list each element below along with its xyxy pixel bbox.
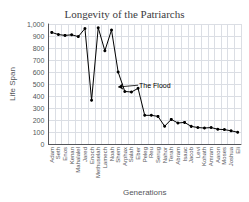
svg-text:Enos: Enos xyxy=(62,147,68,161)
svg-text:100: 100 xyxy=(33,129,45,136)
svg-text:Lamech: Lamech xyxy=(102,147,108,168)
svg-text:Reu: Reu xyxy=(148,147,154,158)
svg-text:300: 300 xyxy=(33,105,45,112)
svg-text:Nahor: Nahor xyxy=(162,147,168,163)
svg-text:Mahalalel: Mahalalel xyxy=(75,147,81,173)
svg-text:200: 200 xyxy=(33,117,45,124)
svg-text:Jared: Jared xyxy=(82,147,88,162)
svg-text:Enoch: Enoch xyxy=(89,147,95,164)
svg-text:The Flood: The Flood xyxy=(139,82,171,89)
svg-text:Isaac: Isaac xyxy=(182,147,188,161)
svg-text:Longevity of the Patriarchs: Longevity of the Patriarchs xyxy=(64,8,184,20)
svg-text:Joshua: Joshua xyxy=(228,146,234,166)
svg-text:Seth: Seth xyxy=(55,147,61,159)
svg-text:Eber: Eber xyxy=(135,147,141,160)
svg-text:Shem: Shem xyxy=(115,147,121,163)
svg-text:Methuselah: Methuselah xyxy=(95,147,101,178)
svg-text:Salah: Salah xyxy=(128,147,134,162)
svg-text:Amram: Amram xyxy=(208,147,214,166)
svg-text:900: 900 xyxy=(33,33,45,40)
svg-text:1,000: 1,000 xyxy=(27,21,45,28)
svg-text:400: 400 xyxy=(33,93,45,100)
svg-text:600: 600 xyxy=(33,69,45,76)
svg-text:Peleg: Peleg xyxy=(142,147,148,162)
svg-text:Kenan: Kenan xyxy=(69,147,75,164)
svg-text:Generations: Generations xyxy=(123,188,167,197)
svg-text:Serug: Serug xyxy=(155,147,161,163)
svg-text:500: 500 xyxy=(33,81,45,88)
svg-text:Moses: Moses xyxy=(221,147,227,165)
svg-text:Jacob: Jacob xyxy=(188,146,194,163)
svg-text:Arphax: Arphax xyxy=(122,147,128,166)
svg-text:Eli: Eli xyxy=(235,147,241,154)
svg-text:800: 800 xyxy=(33,45,45,52)
svg-text:Kohath: Kohath xyxy=(201,147,207,166)
svg-text:0: 0 xyxy=(41,141,45,148)
svg-text:Terah: Terah xyxy=(168,147,174,162)
svg-text:Levi: Levi xyxy=(195,147,201,158)
svg-text:Aaron: Aaron xyxy=(215,147,221,163)
svg-text:700: 700 xyxy=(33,57,45,64)
svg-text:Adam: Adam xyxy=(49,147,55,163)
svg-text:Noah: Noah xyxy=(109,147,115,161)
svg-text:Life Span: Life Span xyxy=(8,67,17,101)
svg-text:Abram: Abram xyxy=(175,147,181,165)
